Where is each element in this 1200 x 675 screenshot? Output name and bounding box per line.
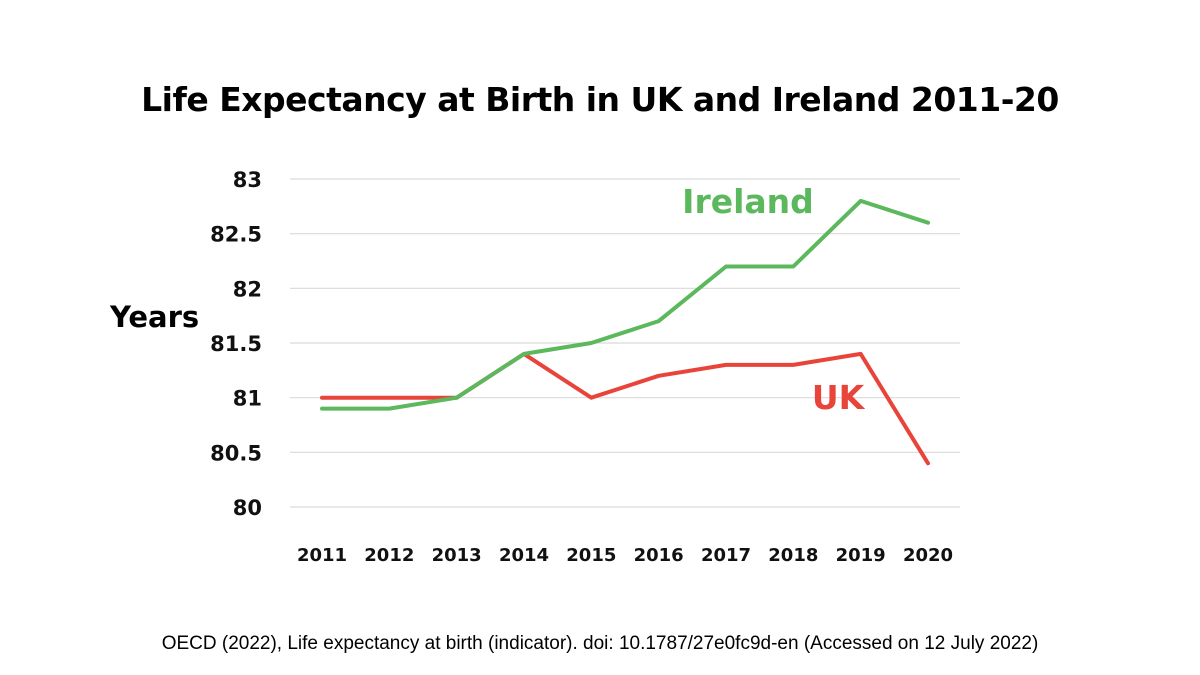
series-labels: Ireland UK bbox=[682, 182, 865, 417]
y-axis-label: Years bbox=[110, 300, 200, 334]
series-line-uk bbox=[320, 351, 930, 466]
x-tick-label: 2018 bbox=[768, 545, 818, 566]
gridlines bbox=[290, 178, 960, 508]
series-label-ireland: Ireland bbox=[682, 182, 814, 221]
series-label-uk: UK bbox=[812, 378, 866, 417]
series-lines bbox=[320, 198, 930, 466]
x-tick-label: 2013 bbox=[432, 545, 482, 566]
y-tick-label: 80 bbox=[233, 496, 262, 520]
x-tick-label: 2020 bbox=[903, 545, 953, 566]
x-tick-label: 2014 bbox=[499, 545, 549, 566]
series-line-ireland bbox=[320, 198, 930, 411]
y-tick-label: 81.5 bbox=[210, 332, 262, 356]
y-axis-ticks: 83 82.5 82 81.5 81 80.5 80 bbox=[210, 168, 262, 520]
y-tick-label: 81 bbox=[233, 387, 262, 411]
chart-title: Life Expectancy at Birth in UK and Irela… bbox=[141, 80, 1059, 119]
y-tick-label: 83 bbox=[233, 168, 262, 192]
x-tick-label: 2016 bbox=[634, 545, 684, 566]
y-tick-label: 82 bbox=[233, 277, 262, 301]
y-tick-label: 82.5 bbox=[210, 223, 262, 247]
x-tick-label: 2019 bbox=[836, 545, 886, 566]
x-tick-label: 2017 bbox=[701, 545, 751, 566]
x-tick-label: 2011 bbox=[297, 545, 347, 566]
x-axis-ticks: 2011 2012 2013 2014 2015 2016 2017 2018 2019 2020 bbox=[297, 545, 953, 566]
x-tick-label: 2015 bbox=[566, 545, 616, 566]
source-citation: OECD (2022), Life expectancy at birth (i… bbox=[161, 633, 1039, 654]
y-tick-label: 80.5 bbox=[210, 441, 262, 465]
x-tick-label: 2012 bbox=[364, 545, 414, 566]
